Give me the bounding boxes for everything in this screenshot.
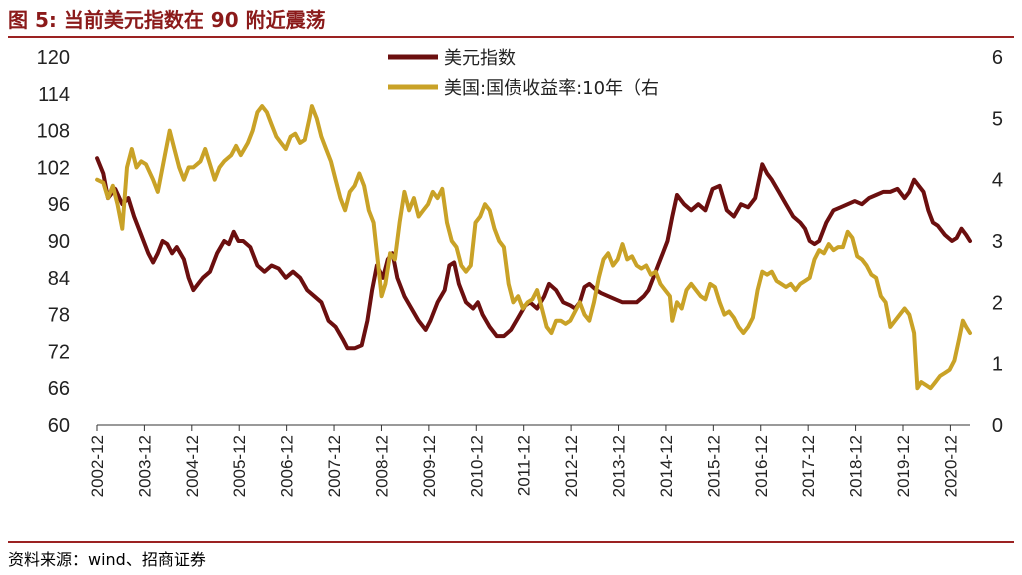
dollar-index-chart: 120 114 108 102 96 90 84 78 72 66 60 6 5 4 3 2 1 0 2002-… bbox=[37, 47, 1003, 497]
x-tick-label: 2004-12 bbox=[183, 435, 202, 497]
x-tick-label: 2014-12 bbox=[657, 435, 676, 497]
left-tick-label: 108 bbox=[37, 121, 70, 143]
right-tick-label: 6 bbox=[992, 47, 1003, 69]
x-tick-label: 2016-12 bbox=[752, 435, 771, 497]
dollar-index-line bbox=[95, 156, 972, 351]
x-tick-label: 2003-12 bbox=[135, 435, 154, 497]
right-tick-label: 3 bbox=[992, 231, 1003, 253]
left-tick-label: 60 bbox=[48, 415, 70, 437]
right-tick-label: 0 bbox=[992, 415, 1003, 437]
left-tick-label: 114 bbox=[38, 84, 70, 106]
x-tick-label: 2011-12 bbox=[515, 435, 534, 496]
right-tick-label: 1 bbox=[992, 354, 1003, 376]
left-tick-label: 96 bbox=[48, 194, 70, 216]
x-tick-label: 2010-12 bbox=[467, 435, 486, 497]
source-note: 资料来源：wind、招商证券 bbox=[8, 550, 206, 569]
x-tick-label: 2002-12 bbox=[88, 435, 107, 497]
x-tick-label: 2013-12 bbox=[610, 435, 629, 497]
x-tick-label: 2019-12 bbox=[894, 435, 913, 497]
figure-title: 图 5: 当前美元指数在 90 附近震荡 bbox=[8, 8, 326, 32]
x-tick-label: 2012-12 bbox=[562, 435, 581, 497]
legend-us-10y-yield-label: 美国:国债收益率:10年（右 bbox=[444, 78, 659, 99]
us-10y-yield-line bbox=[95, 104, 972, 391]
left-tick-label: 90 bbox=[48, 231, 70, 253]
left-tick-label: 84 bbox=[48, 268, 70, 290]
x-tick-label: 2015-12 bbox=[704, 435, 723, 497]
bottom-rule bbox=[8, 541, 1014, 543]
x-tick-label: 2007-12 bbox=[325, 435, 344, 497]
left-tick-label: 102 bbox=[37, 157, 70, 179]
left-tick-label: 72 bbox=[48, 341, 70, 363]
x-tick-label: 2018-12 bbox=[847, 435, 866, 497]
x-tick-label: 2008-12 bbox=[372, 435, 391, 497]
right-tick-label: 5 bbox=[992, 108, 1003, 130]
legend-dollar-index-label: 美元指数 bbox=[444, 48, 516, 69]
x-tick-label: 2017-12 bbox=[799, 435, 818, 497]
x-tick-label: 2020-12 bbox=[941, 435, 960, 497]
top-rule bbox=[8, 36, 1014, 38]
right-tick-label: 4 bbox=[992, 170, 1003, 192]
x-tick-label: 2006-12 bbox=[278, 435, 297, 497]
x-tick-label: 2009-12 bbox=[420, 435, 439, 497]
left-tick-label: 78 bbox=[48, 305, 70, 327]
x-tick-label: 2005-12 bbox=[230, 435, 249, 497]
left-tick-label: 66 bbox=[48, 378, 70, 400]
left-tick-label: 120 bbox=[37, 47, 70, 69]
right-tick-label: 2 bbox=[992, 292, 1003, 314]
